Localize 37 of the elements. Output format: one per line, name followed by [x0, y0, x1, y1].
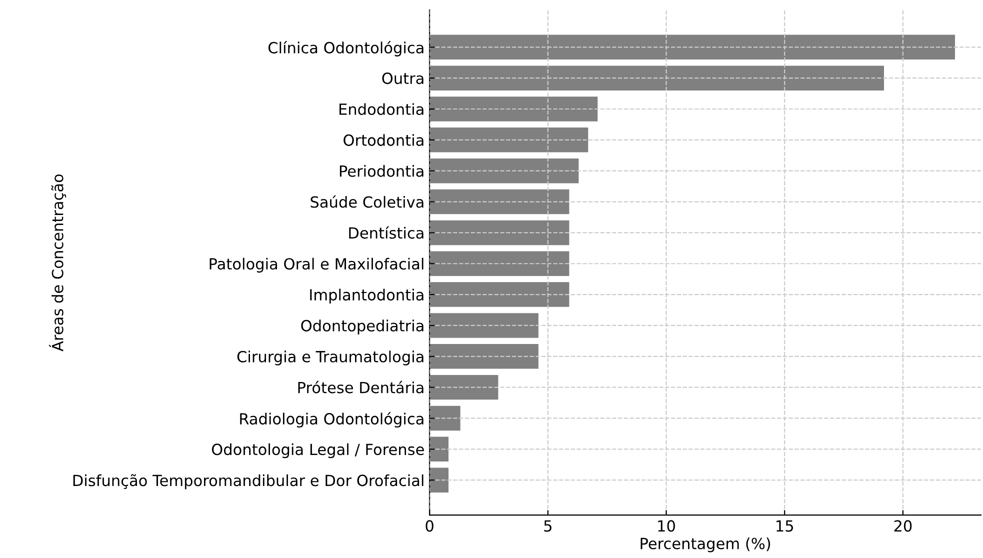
bar	[430, 406, 460, 431]
bar	[430, 189, 570, 214]
bar	[430, 468, 449, 492]
x-tick-label: 15	[776, 520, 793, 532]
x-tick-label: 5	[544, 520, 552, 532]
bar	[430, 220, 570, 246]
y-tick-label: Dentística	[349, 226, 424, 239]
y-tick-label: Saúde Coletiva	[310, 195, 424, 208]
y-tick-label: Patologia Oral e Maxilofacial	[210, 258, 424, 273]
bar	[430, 436, 449, 462]
y-tick-label: Periodontia	[340, 165, 424, 177]
y-tick-label: Endodontia	[340, 103, 424, 116]
y-tick-label: Cirurgia e Traumatologia	[237, 350, 424, 366]
y-tick-label: Clínica Odontológica	[268, 41, 424, 56]
x-tick-label: 10	[658, 520, 675, 532]
bar	[430, 34, 955, 60]
y-tick-label: Prótese Dentária	[298, 380, 424, 394]
y-tick-label: Implantodontia	[310, 288, 424, 304]
bar	[430, 158, 579, 184]
y-tick-label: Ortodontia	[344, 134, 424, 146]
bar	[430, 344, 538, 369]
bar	[430, 128, 588, 152]
x-tick-label: 0	[426, 520, 434, 532]
bar	[430, 313, 538, 338]
bar	[430, 374, 498, 400]
y-axis-title: Áreas de Concentração	[49, 174, 66, 352]
bar	[430, 251, 570, 276]
y-tick-label: Odontopediatria	[301, 320, 424, 334]
y-tick-label: Disfunção Temporomandibular e Dor Orofacial	[73, 474, 424, 490]
y-tick-label: Outra	[382, 72, 424, 84]
y-tick-label: Radiologia Odontológica	[240, 412, 424, 428]
bar	[430, 66, 884, 90]
bar	[430, 96, 598, 122]
y-tick-label: Odontologia Legal / Forense	[212, 443, 424, 458]
x-tick-label: 20	[894, 520, 912, 532]
bar	[430, 282, 570, 307]
x-axis-title: Percentagem (%)	[640, 537, 770, 552]
